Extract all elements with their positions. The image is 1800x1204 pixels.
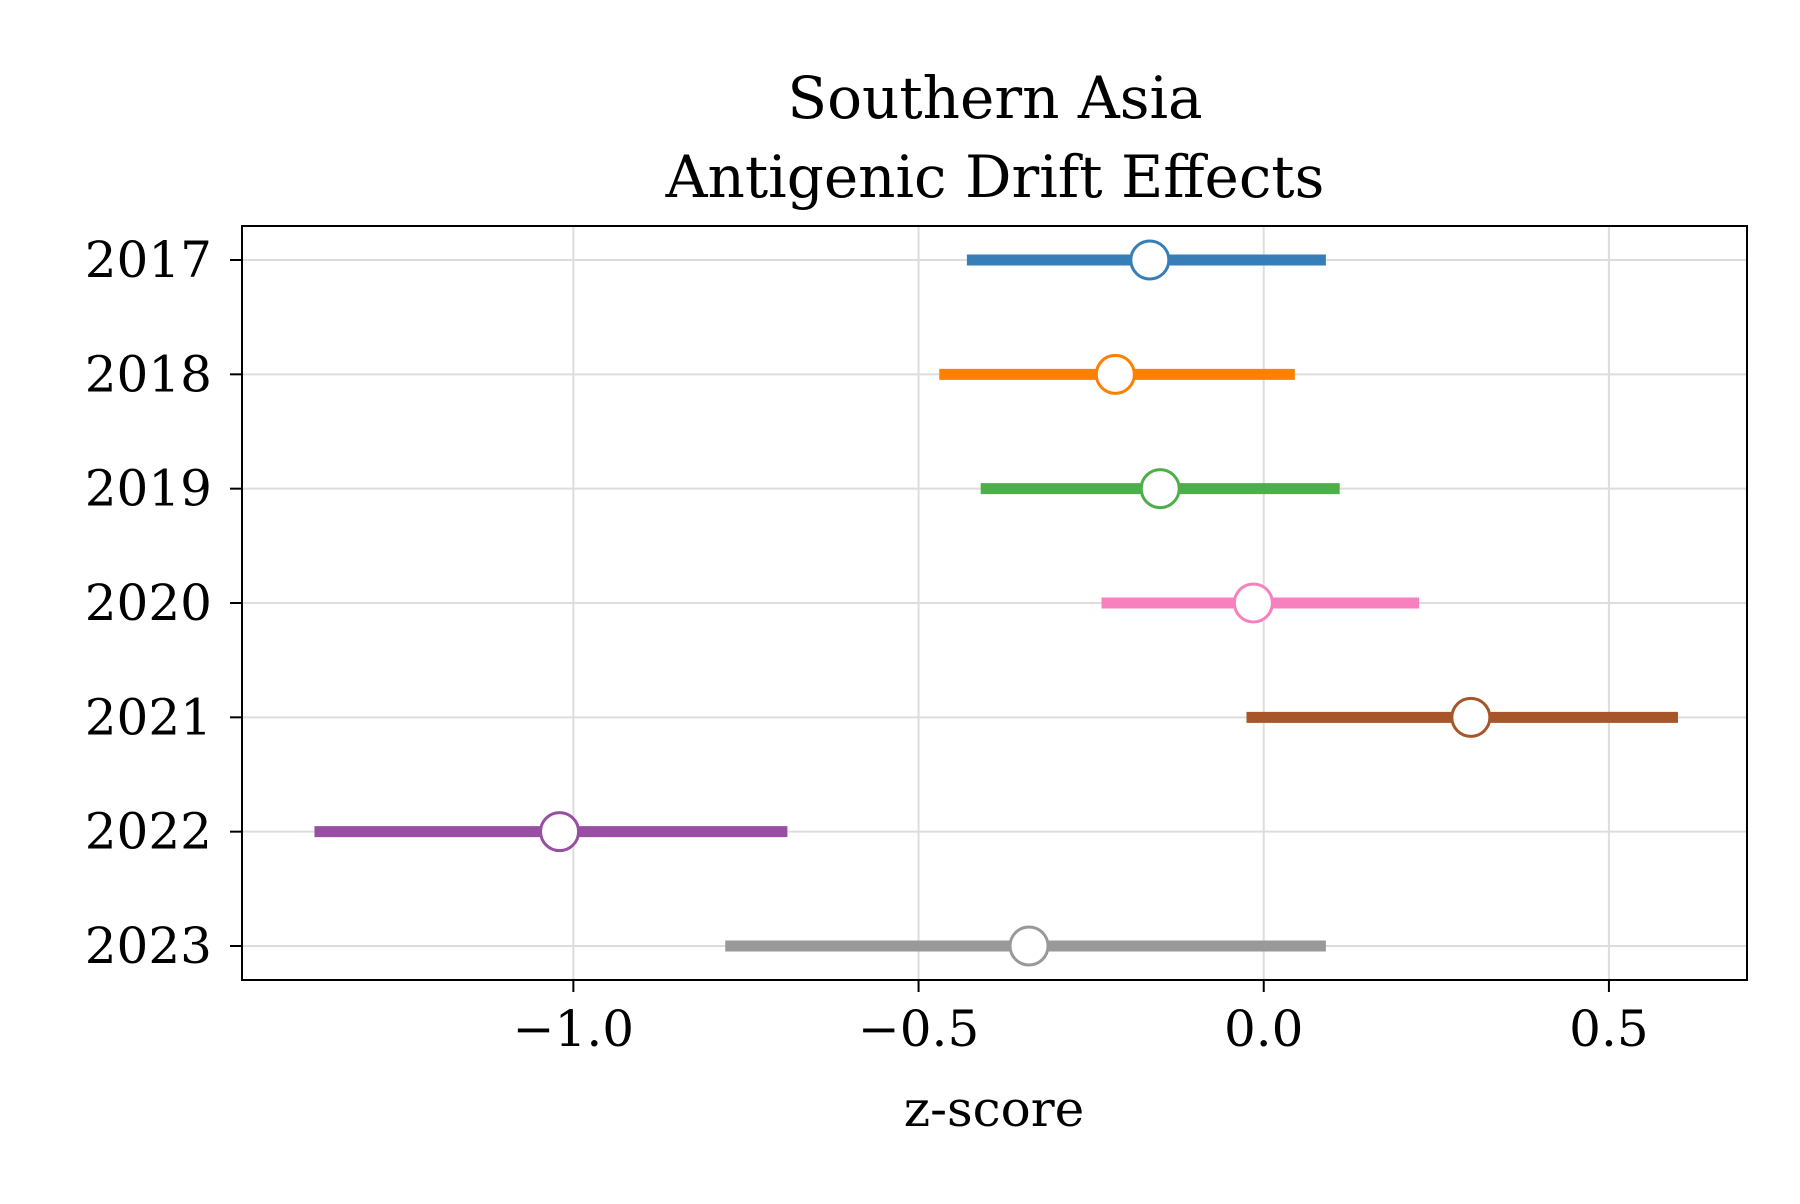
y-tick-label: 2019: [85, 460, 212, 518]
y-tick-label: 2021: [85, 688, 212, 746]
x-tick-label: −0.5: [858, 1000, 979, 1058]
point-estimate-2017: [1129, 239, 1171, 281]
point-estimate-2022: [539, 811, 581, 853]
point-estimate-2021: [1450, 696, 1492, 738]
chart-title-line-1: Southern Asia: [787, 64, 1202, 132]
x-tick-label: 0.5: [1569, 1000, 1649, 1058]
point-estimate-2023: [1008, 925, 1050, 967]
x-tick-label: 0.0: [1224, 1000, 1304, 1058]
x-axis-label: z-score: [904, 1080, 1085, 1138]
chart-title: Southern Asia Antigenic Drift Effects: [665, 64, 1325, 211]
chart-title-line-2: Antigenic Drift Effects: [665, 143, 1325, 211]
x-axis: −1.0 −0.5 0.0 0.5: [513, 980, 1649, 1058]
plot-marks: [314, 239, 1678, 967]
y-tick-label: 2022: [85, 803, 212, 861]
y-tick-label: 2017: [85, 231, 212, 289]
point-estimate-2020: [1232, 582, 1274, 624]
y-tick-label: 2023: [85, 917, 212, 975]
y-tick-label: 2018: [85, 345, 212, 403]
grid: [242, 226, 1747, 980]
point-estimate-2019: [1139, 468, 1181, 510]
y-tick-label: 2020: [85, 574, 212, 632]
point-estimate-2018: [1094, 353, 1136, 395]
x-tick-label: −1.0: [513, 1000, 634, 1058]
y-axis: 2017 2018 2019 2020 2021 2022 2023: [85, 231, 242, 975]
